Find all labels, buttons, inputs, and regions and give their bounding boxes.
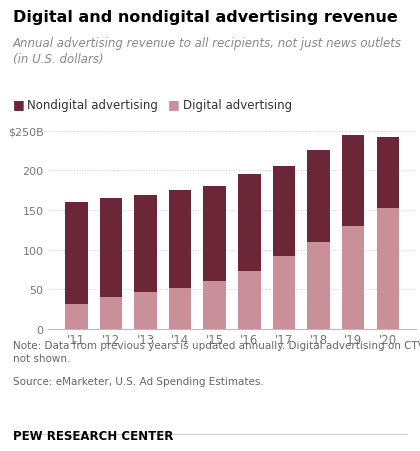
Text: PEW RESEARCH CENTER: PEW RESEARCH CENTER [13,429,173,442]
Bar [273,167,295,257]
Bar [307,150,330,242]
Text: Source: eMarketer, U.S. Ad Spending Estimates.: Source: eMarketer, U.S. Ad Spending Esti… [13,377,263,387]
Bar [100,198,122,298]
Bar [65,202,87,304]
Bar [307,242,330,329]
Bar [169,191,192,288]
Bar [238,175,261,272]
Bar [342,135,365,226]
Text: ■: ■ [168,98,180,111]
Bar [169,288,192,329]
Text: Digital advertising: Digital advertising [183,98,292,111]
Bar [377,209,399,329]
Bar [65,304,87,329]
Bar [238,272,261,329]
Bar [100,298,122,329]
Bar [273,257,295,329]
Text: ■: ■ [13,98,24,111]
Bar [377,138,399,209]
Bar [203,187,226,282]
Text: Note: Data from previous years is updated annually. Digital advertising on CTV
n: Note: Data from previous years is update… [13,341,420,363]
Bar [342,226,365,329]
Text: Nondigital advertising: Nondigital advertising [27,98,158,111]
Text: Annual advertising revenue to all recipients, not just news outlets
(in U.S. dol: Annual advertising revenue to all recipi… [13,37,402,66]
Bar [134,292,157,329]
Bar [203,282,226,329]
Bar [134,195,157,292]
Text: Digital and nondigital advertising revenue: Digital and nondigital advertising reven… [13,10,397,25]
